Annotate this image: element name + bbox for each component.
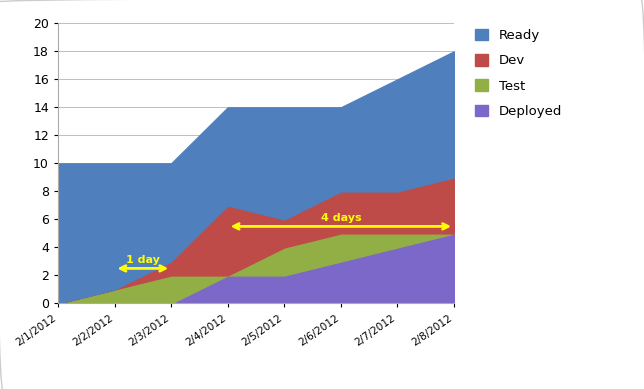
Text: 4 days: 4 days bbox=[321, 213, 361, 223]
Text: 1 day: 1 day bbox=[126, 255, 160, 265]
Legend: Ready, Dev, Test, Deployed: Ready, Dev, Test, Deployed bbox=[470, 23, 567, 123]
